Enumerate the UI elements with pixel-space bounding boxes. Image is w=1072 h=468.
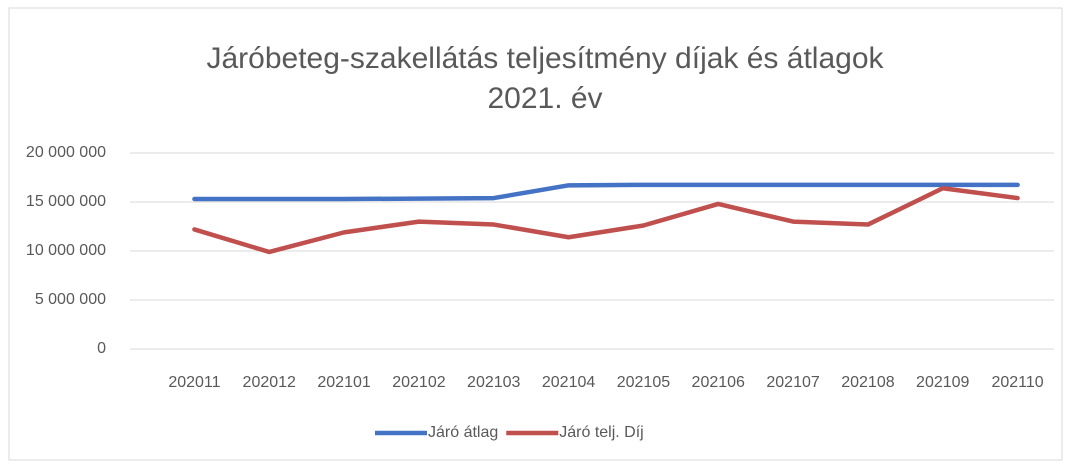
x-tick-label: 202110 — [991, 374, 1043, 391]
y-tick-label: 15 000 000 — [26, 193, 106, 210]
x-tick-label: 202103 — [467, 374, 520, 391]
x-tick-label: 202108 — [841, 374, 894, 391]
legend-label: Járó átlag — [428, 424, 498, 441]
chart-subtitle: 2021. év — [487, 82, 602, 115]
line-series — [192, 186, 1020, 255]
x-tick-label: 202101 — [317, 374, 370, 391]
legend-label: Járó telj. Díj — [559, 424, 643, 441]
line-series — [192, 182, 1020, 202]
x-tick-label: 202104 — [542, 374, 595, 391]
x-tick-label: 202106 — [692, 374, 745, 391]
chart-border — [8, 7, 1063, 461]
x-tick-label: 202011 — [168, 374, 220, 391]
x-tick-label: 202107 — [766, 374, 819, 391]
x-tick-label: 202109 — [916, 374, 969, 391]
y-tick-label: 0 — [97, 340, 106, 357]
x-tick-label: 202105 — [617, 374, 670, 391]
x-tick-label: 202102 — [392, 374, 445, 391]
chart-title: Járóbeteg-szakellátás teljesítmény díjak… — [206, 42, 884, 75]
y-tick-label: 20 000 000 — [26, 144, 106, 161]
x-tick-label: 202012 — [243, 374, 296, 391]
y-tick-label: 5 000 000 — [35, 291, 106, 308]
y-tick-label: 10 000 000 — [26, 242, 106, 259]
